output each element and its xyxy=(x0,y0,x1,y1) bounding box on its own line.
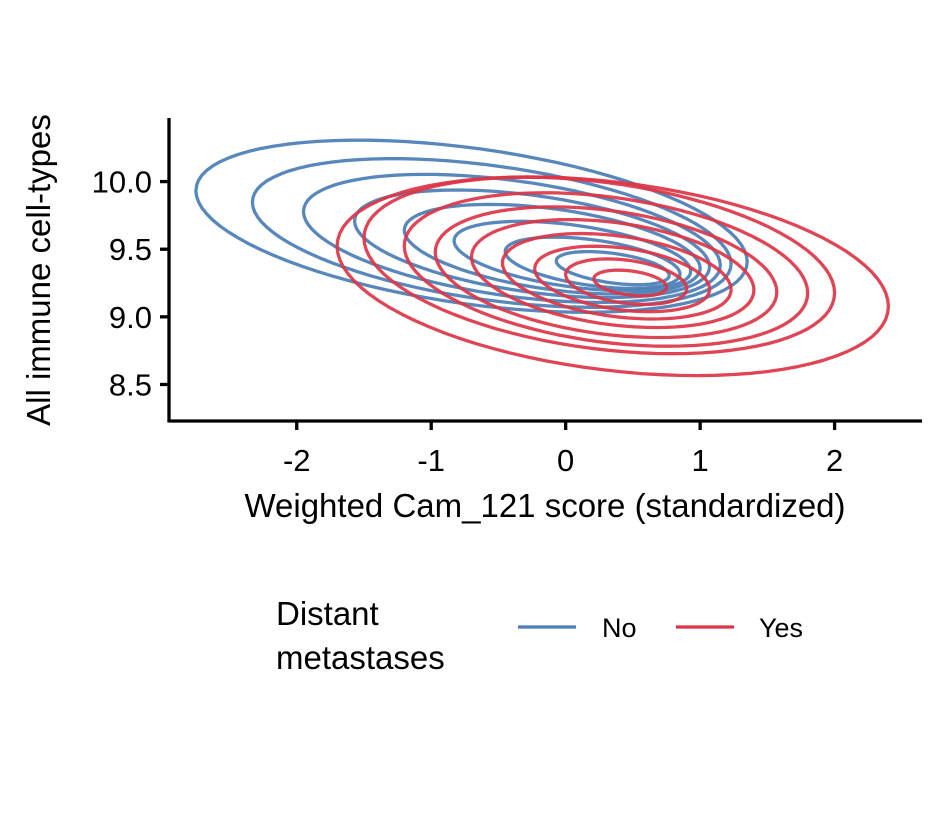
legend-label-no: No xyxy=(602,613,637,643)
x-tick-label: 0 xyxy=(557,443,574,478)
y-axis-title: All immune cell-types xyxy=(20,114,57,426)
contour-yes-level-7 xyxy=(533,244,712,314)
contour-yes-level-5 xyxy=(469,217,756,330)
contour-no-level-8 xyxy=(554,249,671,287)
y-tick-label: 9.0 xyxy=(109,300,152,335)
y-tick-label: 9.5 xyxy=(109,232,152,267)
x-tick-label: 2 xyxy=(826,443,843,478)
x-tick-label: 1 xyxy=(692,443,709,478)
y-axis-ticks: 8.5 9.0 9.5 10.0 xyxy=(92,165,169,402)
contour-yes-level-2 xyxy=(362,175,837,356)
contour-yes-level-8 xyxy=(564,257,689,307)
contour-no-level-1 xyxy=(194,138,749,314)
legend-title-line-2: metastases xyxy=(276,639,445,676)
contour-yes-level-1 xyxy=(335,175,891,378)
x-axis-title: Weighted Cam_121 score (standardized) xyxy=(244,487,845,524)
y-tick-label: 10.0 xyxy=(92,165,152,200)
contour-yes-level-9 xyxy=(592,268,669,298)
y-tick-label: 8.5 xyxy=(109,367,152,402)
contour-yes-level-6 xyxy=(500,231,733,321)
legend-title-line-1: Distant xyxy=(276,595,379,632)
legend: Distant metastases No Yes xyxy=(276,595,803,676)
x-axis-ticks: -2 -1 0 1 2 xyxy=(283,421,843,478)
legend-label-yes: Yes xyxy=(759,613,803,643)
contour-yes-level-4 xyxy=(433,205,779,340)
x-tick-label: -2 xyxy=(283,443,311,478)
x-tick-label: -1 xyxy=(417,443,445,478)
contour-lines xyxy=(194,138,891,378)
contour-yes-level-3 xyxy=(402,191,810,348)
